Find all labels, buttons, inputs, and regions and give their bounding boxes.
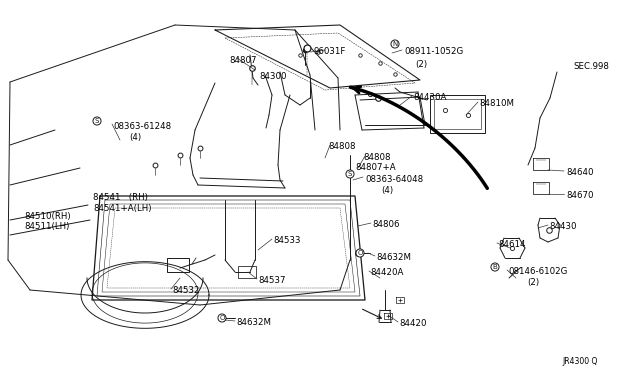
Text: 84810M: 84810M	[479, 99, 514, 108]
Text: 84541   (RH): 84541 (RH)	[93, 193, 148, 202]
Text: 84614: 84614	[498, 240, 525, 249]
Text: S: S	[95, 118, 99, 124]
Text: 84807: 84807	[229, 56, 257, 65]
Text: 84670: 84670	[566, 191, 593, 200]
Bar	[167, 258, 189, 272]
Text: 84806: 84806	[372, 220, 399, 229]
Text: 84808: 84808	[328, 142, 355, 151]
Text: 08363-64048: 08363-64048	[365, 175, 423, 184]
Bar	[238, 266, 256, 278]
Text: 08146-6102G: 08146-6102G	[508, 267, 568, 276]
Text: 08911-1052G: 08911-1052G	[404, 47, 463, 56]
Bar	[434, 99, 481, 129]
Text: 84808: 84808	[363, 153, 390, 162]
Text: 84430: 84430	[549, 222, 577, 231]
Text: 84510(RH): 84510(RH)	[24, 212, 70, 221]
Text: 84511(LH): 84511(LH)	[24, 222, 69, 231]
Text: B: B	[493, 264, 497, 270]
Text: 84300: 84300	[259, 72, 287, 81]
Text: 84537: 84537	[258, 276, 285, 285]
Text: (4): (4)	[129, 133, 141, 142]
Text: 84532: 84532	[172, 286, 200, 295]
Text: 84632M: 84632M	[236, 318, 271, 327]
Text: 84541+A(LH): 84541+A(LH)	[93, 204, 152, 213]
Text: 84533: 84533	[273, 236, 301, 245]
Text: O: O	[357, 250, 363, 256]
Text: (2): (2)	[415, 60, 427, 69]
Text: 84640: 84640	[566, 168, 593, 177]
Text: O: O	[220, 315, 225, 321]
Text: 96031F: 96031F	[313, 47, 346, 56]
Text: 84807+A: 84807+A	[355, 163, 396, 172]
Text: SEC.998: SEC.998	[573, 62, 609, 71]
Text: 08363-61248: 08363-61248	[113, 122, 171, 131]
Bar	[430, 95, 485, 133]
Text: (4): (4)	[381, 186, 393, 195]
Text: 84420: 84420	[399, 319, 426, 328]
Text: (2): (2)	[527, 278, 539, 287]
Text: JR4300 Q: JR4300 Q	[562, 357, 597, 366]
Text: 84632M: 84632M	[376, 253, 411, 262]
Text: S: S	[348, 171, 352, 177]
Text: 84430A: 84430A	[413, 93, 446, 102]
Text: 84420A: 84420A	[370, 268, 403, 277]
Text: N: N	[392, 41, 397, 47]
